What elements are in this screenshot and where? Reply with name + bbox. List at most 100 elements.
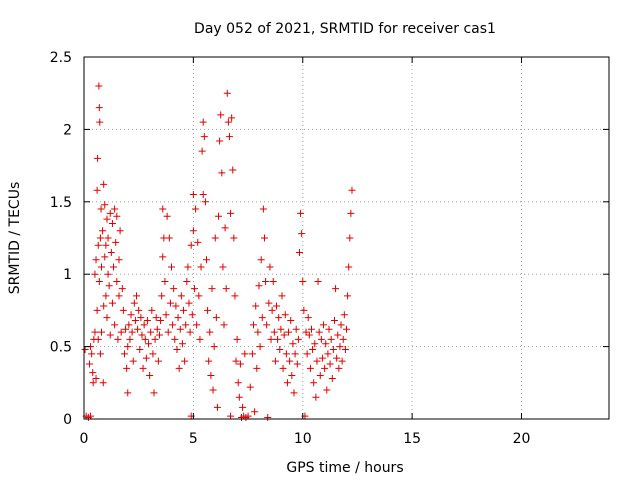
data-point: [208, 285, 216, 293]
data-point: [339, 335, 347, 343]
data-point: [290, 389, 298, 397]
data-point: [193, 321, 201, 329]
data-point: [271, 357, 279, 365]
data-point: [288, 372, 296, 380]
data-point: [101, 201, 109, 209]
data-point: [268, 306, 276, 314]
data-point: [99, 227, 107, 235]
data-point: [93, 306, 101, 314]
data-point: [175, 364, 183, 372]
data-point: [321, 364, 329, 372]
data-point: [246, 383, 254, 391]
data-point: [96, 118, 104, 126]
data-point: [199, 191, 207, 199]
data-point: [112, 238, 120, 246]
data-point: [241, 350, 249, 358]
data-point: [98, 328, 105, 336]
data-point: [292, 325, 300, 333]
data-point: [115, 292, 123, 300]
data-point: [305, 331, 313, 339]
axis-ticks: 0 5 10 15 20 0 0.5 1 1.5 2 2.5: [50, 50, 609, 447]
data-point: [315, 328, 323, 336]
data-point: [106, 331, 114, 339]
data-point: [200, 133, 208, 141]
data-point: [173, 345, 181, 353]
data-point: [189, 227, 197, 235]
data-point: [311, 340, 319, 348]
data-point: [336, 343, 344, 351]
data-point: [178, 340, 186, 348]
data-point: [116, 227, 124, 235]
data-point: [205, 357, 213, 365]
data-point: [206, 328, 214, 336]
data-point: [227, 209, 235, 217]
data-point: [115, 256, 123, 264]
data-point: [233, 335, 241, 343]
data-point: [314, 277, 322, 285]
data-point: [119, 306, 127, 314]
data-point: [303, 350, 311, 358]
data-point: [223, 89, 231, 97]
data-point: [207, 372, 215, 380]
data-point: [170, 285, 178, 293]
data-point: [189, 191, 197, 199]
data-point: [197, 263, 205, 271]
data-point: [183, 277, 191, 285]
data-point: [318, 354, 326, 362]
data-point: [270, 328, 278, 336]
data-point: [151, 335, 159, 343]
data-point: [162, 311, 170, 319]
data-point: [129, 357, 137, 365]
data-point: [346, 234, 354, 242]
data-point: [136, 345, 144, 353]
y-axis-label: SRMTID / TECUs: [7, 182, 23, 295]
data-point: [181, 357, 189, 365]
data-point: [260, 234, 268, 242]
data-point: [313, 357, 321, 365]
data-point: [209, 386, 217, 394]
data-point: [286, 357, 294, 365]
data-point: [274, 335, 282, 343]
data-point: [225, 133, 233, 141]
data-point: [97, 205, 105, 213]
x-tick-label: 20: [513, 431, 531, 447]
data-point: [140, 321, 148, 329]
data-point: [211, 234, 219, 242]
data-point: [91, 270, 99, 278]
data-point: [343, 325, 350, 333]
data-point: [338, 357, 346, 365]
data-point: [279, 364, 287, 372]
data-point: [104, 270, 112, 278]
data-point: [124, 389, 132, 397]
data-point: [92, 374, 100, 382]
data-point: [99, 379, 107, 387]
x-tick-label: 15: [403, 431, 421, 447]
data-point: [95, 82, 103, 90]
data-point: [298, 230, 306, 238]
data-point: [163, 212, 171, 220]
data-point: [329, 345, 337, 353]
data-point: [111, 321, 119, 329]
data-point: [106, 209, 114, 217]
data-point: [304, 314, 312, 322]
data-point: [227, 412, 235, 420]
data-point: [147, 328, 155, 336]
data-point: [267, 335, 275, 343]
data-point: [287, 317, 295, 325]
data-point: [142, 354, 150, 362]
data-point: [104, 234, 112, 242]
data-point: [188, 311, 196, 319]
data-point: [221, 224, 229, 232]
data-point: [130, 299, 138, 307]
data-point: [210, 343, 218, 351]
data-point: [235, 393, 243, 401]
data-point: [100, 180, 108, 188]
data-point: [257, 256, 265, 264]
data-point: [309, 345, 317, 353]
data-point: [266, 263, 274, 271]
data-point: [100, 302, 108, 310]
data-point: [113, 212, 121, 220]
data-point: [164, 328, 172, 336]
data-point: [123, 364, 131, 372]
data-point: [107, 248, 115, 256]
